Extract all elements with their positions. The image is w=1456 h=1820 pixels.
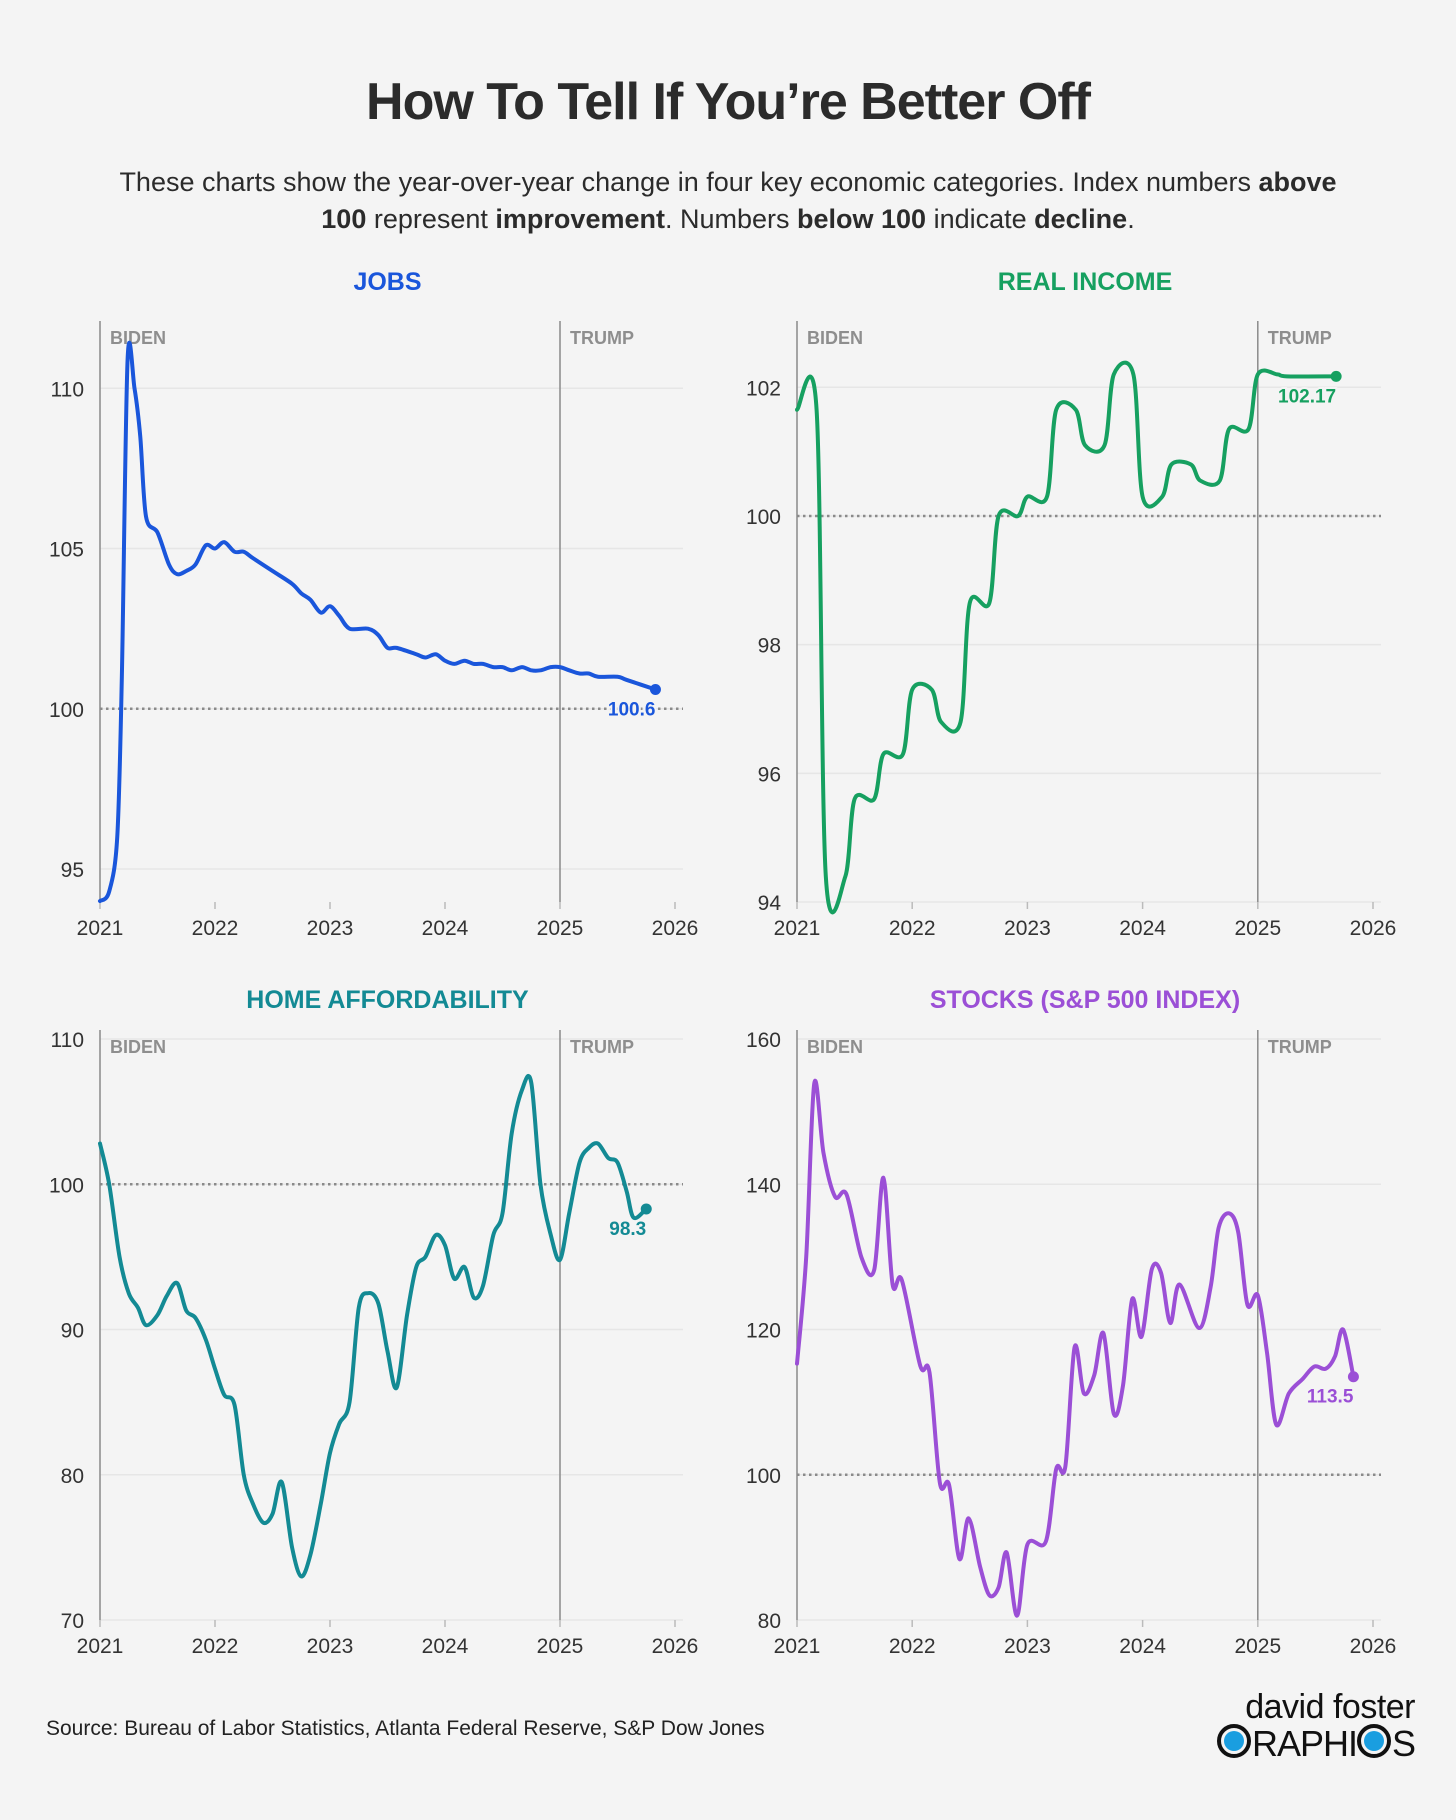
x-tick-label: 2024 bbox=[1119, 1635, 1166, 1658]
david-foster-graphics-logo: david foster RAPHI S bbox=[1205, 1688, 1416, 1762]
logo-line-2: RAPHI S bbox=[1205, 1724, 1416, 1762]
y-tick-label: 102 bbox=[746, 377, 781, 400]
end-value-label: 102.17 bbox=[1278, 386, 1336, 407]
x-tick-label: 2022 bbox=[889, 1635, 936, 1658]
end-point-marker bbox=[1347, 1371, 1359, 1383]
x-tick-label: 2024 bbox=[422, 1635, 469, 1658]
x-tick-label: 2025 bbox=[537, 1635, 584, 1658]
y-tick-label: 100 bbox=[746, 1465, 781, 1488]
era-label: TRUMP bbox=[1268, 1037, 1332, 1057]
end-value-label: 113.5 bbox=[1307, 1387, 1354, 1408]
x-tick-label: 2025 bbox=[537, 917, 584, 940]
logo-ring-icon bbox=[1356, 1724, 1391, 1758]
era-label: BIDEN bbox=[110, 1037, 166, 1057]
series-line bbox=[795, 360, 1339, 915]
y-tick-label: 160 bbox=[746, 1029, 781, 1052]
y-tick-label: 80 bbox=[61, 1465, 84, 1488]
end-value-label: 98.3 bbox=[609, 1219, 646, 1240]
subtitle-line-1: These charts show the year-over-year cha… bbox=[40, 164, 1416, 201]
y-tick-label: 120 bbox=[746, 1320, 781, 1343]
subtitle-text: These charts show the year-over-year cha… bbox=[119, 167, 1259, 197]
x-tick-label: 2026 bbox=[1350, 1635, 1397, 1658]
era-label: TRUMP bbox=[570, 1037, 634, 1057]
x-tick-label: 2024 bbox=[422, 917, 469, 940]
subtitle-line-2: 100 represent improvement. Numbers below… bbox=[40, 201, 1416, 238]
x-tick-label: 2022 bbox=[192, 917, 239, 940]
subtitle-text: represent bbox=[366, 204, 496, 234]
x-tick-label: 2025 bbox=[1234, 1635, 1281, 1658]
x-tick-label: 2026 bbox=[652, 917, 699, 940]
x-tick-label: 2026 bbox=[652, 1635, 699, 1658]
y-tick-label: 140 bbox=[746, 1174, 781, 1197]
era-label: TRUMP bbox=[570, 328, 634, 348]
chart-title: JOBS bbox=[353, 268, 421, 296]
end-point-marker bbox=[649, 684, 661, 696]
chart-title: REAL INCOME bbox=[998, 268, 1173, 296]
y-tick-label: 95 bbox=[61, 859, 84, 882]
logo-line-1: david foster bbox=[1245, 1688, 1415, 1726]
subtitle-text: . bbox=[1127, 204, 1135, 234]
chart-title: STOCKS (S&P 500 INDEX) bbox=[930, 986, 1240, 1014]
y-tick-label: 100 bbox=[49, 699, 84, 722]
chart-real-income: REAL INCOME 94 96 98 100 102 2021 2022 2023 2024 2… bbox=[746, 268, 1396, 940]
chart-jobs: JOBS 95 100 105 110 2021 2022 2023 2024 2025 2026 B… bbox=[49, 268, 698, 940]
x-tick-label: 2025 bbox=[1234, 917, 1281, 940]
x-tick-label: 2021 bbox=[77, 1635, 124, 1658]
chart-home-affordability: HOME AFFORDABILITY 70 80 90 100 110 2021 2022 20… bbox=[49, 986, 698, 1658]
end-point-marker bbox=[640, 1203, 652, 1215]
series-line bbox=[98, 1074, 649, 1579]
page-title: How To Tell If You’re Better Off bbox=[366, 73, 1091, 131]
y-tick-label: 96 bbox=[758, 763, 781, 786]
series-line bbox=[795, 1078, 1356, 1618]
x-tick-label: 2023 bbox=[307, 1635, 354, 1658]
page-subtitle: These charts show the year-over-year cha… bbox=[40, 164, 1416, 238]
chart-title: HOME AFFORDABILITY bbox=[246, 986, 529, 1014]
y-tick-label: 80 bbox=[758, 1610, 781, 1633]
y-tick-label: 105 bbox=[49, 539, 84, 562]
x-tick-label: 2023 bbox=[1004, 1635, 1051, 1658]
subtitle-emphasis: below 100 bbox=[797, 204, 927, 234]
x-tick-label: 2023 bbox=[1004, 917, 1051, 940]
subtitle-emphasis: improvement bbox=[495, 204, 665, 234]
chart-stocks-s-p-500-index: STOCKS (S&P 500 INDEX) 80 100 120 140 160 2021… bbox=[746, 986, 1396, 1658]
era-label: BIDEN bbox=[110, 328, 166, 348]
series-line bbox=[98, 340, 658, 904]
x-tick-label: 2024 bbox=[1119, 917, 1166, 940]
y-tick-label: 100 bbox=[49, 1174, 84, 1197]
x-tick-label: 2022 bbox=[192, 1635, 239, 1658]
y-tick-label: 98 bbox=[758, 635, 781, 658]
end-point-marker bbox=[1330, 370, 1342, 382]
y-tick-label: 70 bbox=[61, 1610, 84, 1633]
subtitle-emphasis: above bbox=[1258, 167, 1337, 197]
era-label: TRUMP bbox=[1268, 328, 1332, 348]
x-tick-label: 2021 bbox=[774, 1635, 821, 1658]
era-label: BIDEN bbox=[807, 1037, 863, 1057]
subtitle-text: indicate bbox=[926, 204, 1035, 234]
y-tick-label: 110 bbox=[51, 378, 84, 401]
subtitle-emphasis: decline bbox=[1034, 204, 1128, 234]
y-tick-label: 110 bbox=[51, 1029, 84, 1052]
x-tick-label: 2026 bbox=[1350, 917, 1397, 940]
logo-ring-icon bbox=[1216, 1724, 1251, 1758]
x-tick-label: 2023 bbox=[307, 917, 354, 940]
x-tick-label: 2021 bbox=[774, 917, 821, 940]
end-value-label: 100.6 bbox=[608, 700, 656, 721]
subtitle-emphasis: 100 bbox=[321, 204, 367, 234]
x-tick-label: 2022 bbox=[889, 917, 936, 940]
y-tick-label: 100 bbox=[746, 506, 781, 529]
y-tick-label: 90 bbox=[61, 1320, 84, 1343]
source-note: Source: Bureau of Labor Statistics, Atla… bbox=[46, 1717, 765, 1740]
y-tick-label: 94 bbox=[758, 892, 782, 915]
x-tick-label: 2021 bbox=[77, 917, 124, 940]
subtitle-text: . Numbers bbox=[664, 204, 798, 234]
era-label: BIDEN bbox=[807, 328, 863, 348]
